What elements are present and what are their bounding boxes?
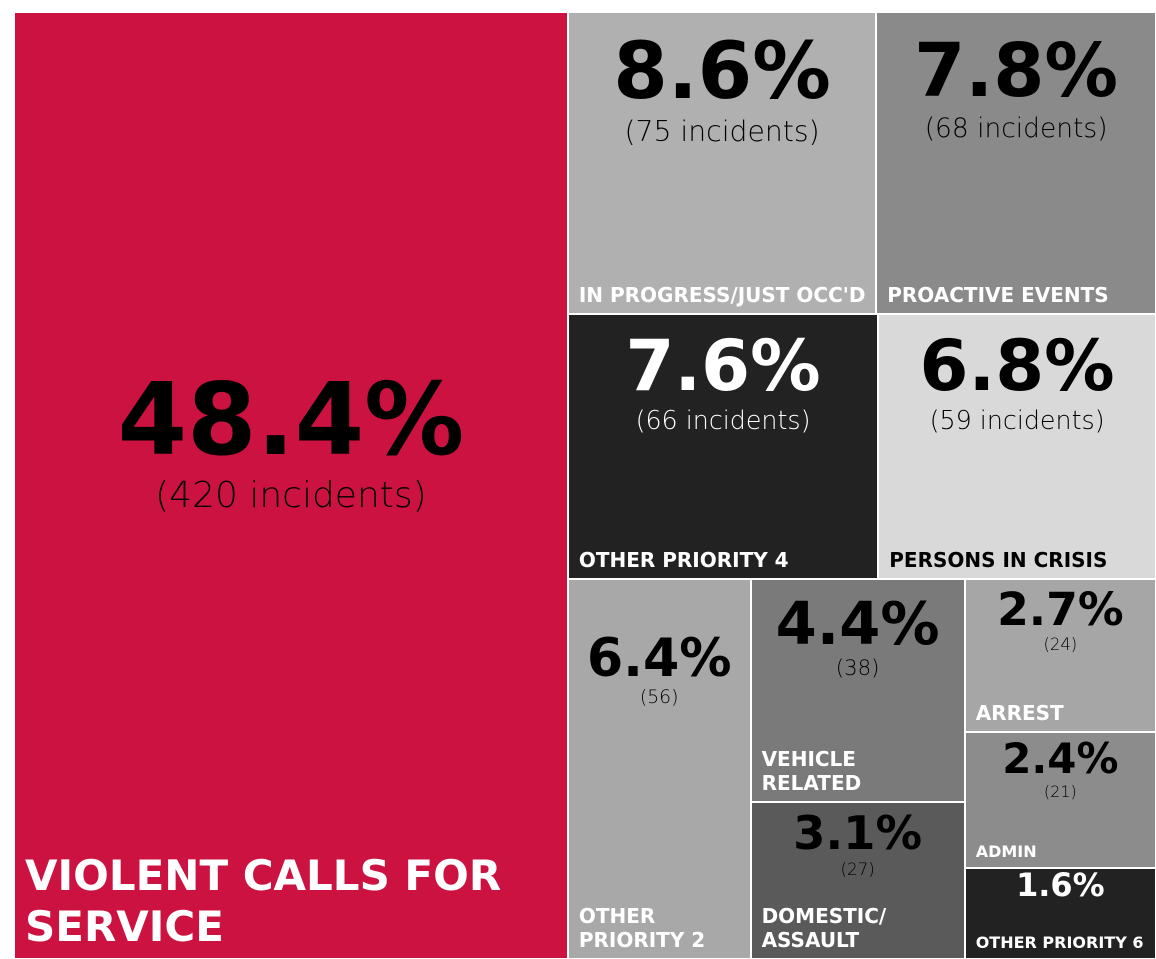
category-label: IN PROGRESS/JUST OCC'D [578,283,866,308]
category-label: OTHER PRIORITY 4 [578,548,789,573]
count-label: (56) [639,687,679,709]
count-label: (420 incidents) [155,474,427,516]
count-label: (24) [1043,634,1078,654]
percent-label: 7.8% [914,29,1119,115]
category-label: PROACTIVE EVENTS [887,283,1109,308]
percent-label: 3.1% [793,805,923,860]
treemap-cell: 1.6% OTHER PRIORITY 6 [964,868,1156,959]
count-label: (38) [835,656,880,682]
treemap-cell: 2.4% (21) ADMIN [964,732,1156,869]
percent-label: 48.4% [117,360,465,478]
category-label: VIOLENT CALLS FOR SERVICE [25,851,502,951]
treemap-cell: 6.8% (59 incidents) PERSONS IN CRISIS [878,314,1156,580]
percent-label: 8.6% [613,25,831,118]
treemap: 48.4% (420 incidents) VIOLENT CALLS FOR SE… [14,12,1156,959]
treemap-cell: 8.6% (75 incidents) IN PROGRESS/JUST OCC'D [567,12,877,315]
percent-label: 4.4% [775,588,940,658]
category-label: DOMESTIC/ ASSAULT [761,903,887,952]
category-label: ADMIN [975,842,1037,862]
count-label: (21) [1043,782,1077,802]
category-label: ARREST [975,701,1064,726]
count-label: (27) [840,858,875,879]
percent-label: 7.6% [625,325,821,408]
category-label: OTHER PRIORITY 2 [578,903,706,952]
category-label: OTHER PRIORITY 6 [975,932,1144,952]
percent-label: 2.7% [997,582,1124,636]
treemap-cell: 7.8% (68 incidents) PROACTIVE EVENTS [876,12,1156,315]
treemap-cell: 2.7% (24) ARREST [964,579,1156,733]
percent-label: 6.4% [586,628,732,689]
category-label: VEHICLE RELATED [761,747,862,796]
count-label: (75 incidents) [624,114,820,148]
count-label: (68 incidents) [924,112,1108,144]
category-label: PERSONS IN CRISIS [889,548,1108,573]
percent-label: 2.4% [1002,734,1119,784]
treemap-cell: 4.4% (38) VEHICLE RELATED [750,579,965,803]
treemap-cell: 6.4% (56) OTHER PRIORITY 2 [567,579,751,959]
count-label: (66 incidents) [635,405,811,436]
percent-label: 6.8% [919,325,1115,408]
treemap-cell: 3.1% (27) DOMESTIC/ ASSAULT [750,802,965,959]
treemap-cell: 7.6% (66 incidents) OTHER PRIORITY 4 [567,314,879,580]
treemap-cell: 48.4% (420 incidents) VIOLENT CALLS FOR SE… [14,12,568,959]
count-label: (59 incidents) [929,405,1105,436]
percent-label: 1.6% [1016,868,1105,905]
